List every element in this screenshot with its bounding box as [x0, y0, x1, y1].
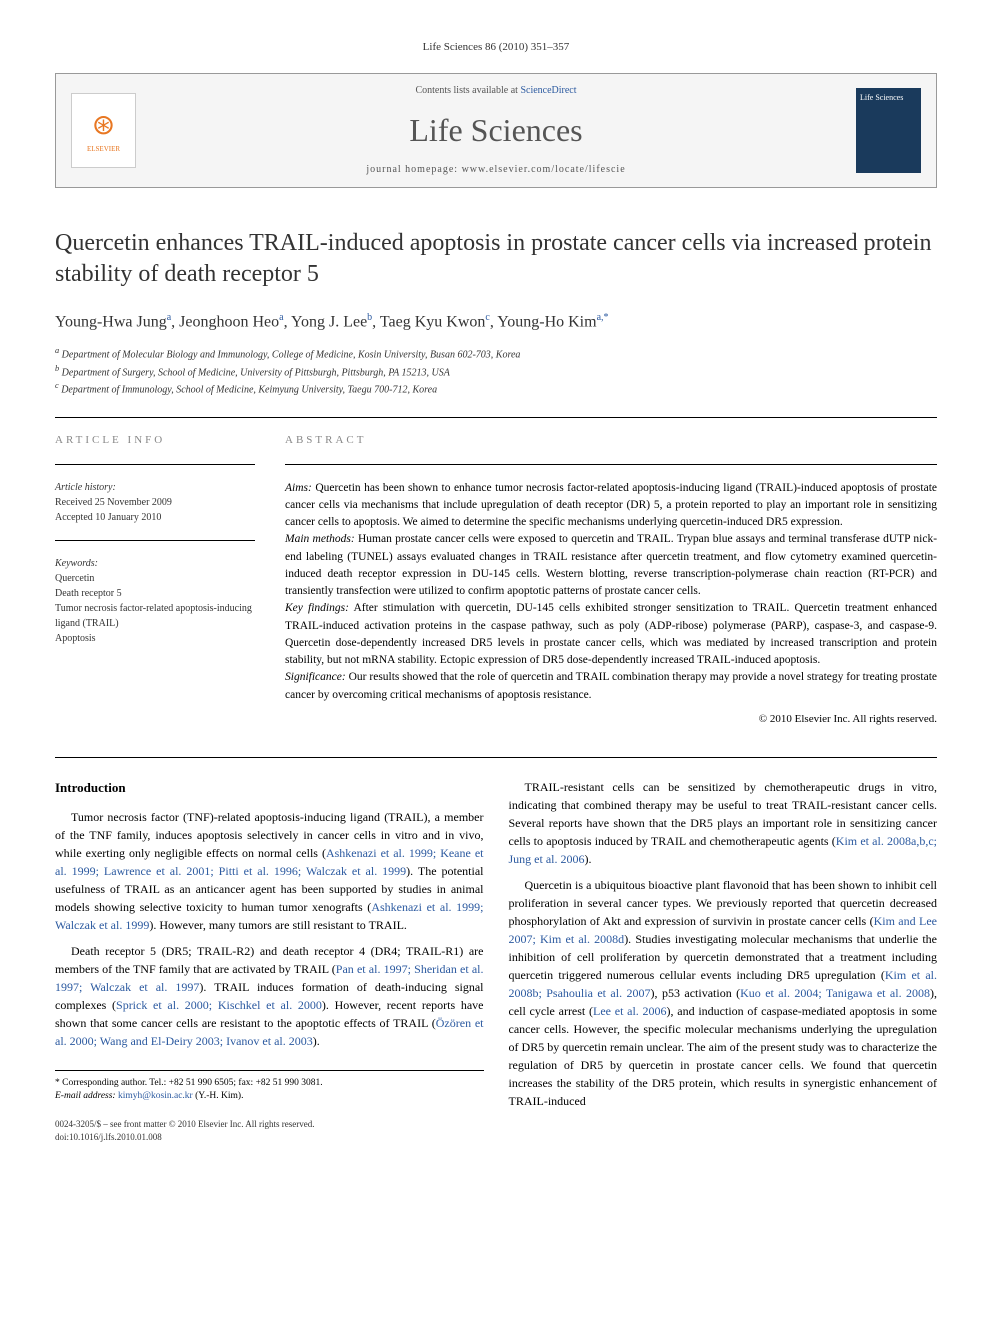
para-text: ), p53 activation ( [651, 986, 741, 1000]
divider-bottom [55, 757, 937, 758]
homepage-label: journal homepage: [366, 164, 458, 175]
intro-paragraph-4: Quercetin is a ubiquitous bioactive plan… [509, 876, 938, 1110]
body-column-right: TRAIL-resistant cells can be sensitized … [509, 778, 938, 1143]
affil-text: Department of Surgery, School of Medicin… [62, 367, 450, 378]
keywords-block: Keywords: Quercetin Death receptor 5 Tum… [55, 556, 255, 646]
methods-label: Main methods: [285, 533, 355, 545]
author-name: Young-Ho Kim [497, 313, 596, 330]
findings-label: Key findings: [285, 602, 349, 614]
info-divider-2 [55, 540, 255, 541]
findings-text: After stimulation with quercetin, DU-145… [285, 602, 937, 666]
citation-link[interactable]: Lee et al. 2006 [593, 1004, 667, 1018]
author-name: Jeonghoon Heo [179, 313, 279, 330]
contents-text: Contents lists available at [415, 85, 517, 96]
article-history: Article history: Received 25 November 20… [55, 480, 255, 525]
homepage-url[interactable]: www.elsevier.com/locate/lifescie [462, 164, 626, 175]
keyword: Quercetin [55, 571, 255, 586]
affiliations: a Department of Molecular Biology and Im… [55, 345, 937, 397]
author-list: Young-Hwa Junga, Jeonghoon Heoa, Yong J.… [55, 311, 937, 334]
keyword: Death receptor 5 [55, 586, 255, 601]
affil-marker: a [55, 346, 59, 355]
abstract-divider [285, 464, 937, 465]
intro-paragraph-3: TRAIL-resistant cells can be sensitized … [509, 778, 938, 868]
corr-star: * [55, 1078, 60, 1088]
author-affil-marker: a [167, 312, 171, 323]
cover-text: Life Sciences [860, 92, 903, 103]
sciencedirect-link[interactable]: ScienceDirect [520, 85, 576, 96]
contents-available: Contents lists available at ScienceDirec… [136, 84, 856, 98]
affil-text: Department of Molecular Biology and Immu… [62, 350, 521, 361]
author-affil-marker: b [367, 312, 372, 323]
divider-top [55, 417, 937, 418]
author-name: Taeg Kyu Kwon [380, 313, 486, 330]
abstract-label: ABSTRACT [285, 433, 937, 448]
journal-header-box: ⊛ ELSEVIER Contents lists available at S… [55, 73, 937, 188]
para-text: ). [313, 1034, 320, 1048]
affil-marker: b [55, 364, 59, 373]
aims-label: Aims: [285, 482, 312, 494]
significance-text: Our results showed that the role of quer… [285, 671, 937, 700]
abstract-column: ABSTRACT Aims: Quercetin has been shown … [285, 433, 937, 727]
footer-doi: doi:10.1016/j.lfs.2010.01.008 [55, 1131, 484, 1144]
author-affil-marker: c [485, 312, 489, 323]
para-text: ). However, many tumors are still resist… [149, 918, 407, 932]
journal-cover-thumbnail: Life Sciences [856, 88, 921, 173]
aims-text: Quercetin has been shown to enhance tumo… [285, 482, 937, 529]
citation-link[interactable]: Kuo et al. 2004; Tanigawa et al. 2008 [740, 986, 930, 1000]
article-title: Quercetin enhances TRAIL-induced apoptos… [55, 228, 937, 290]
history-accepted: Accepted 10 January 2010 [55, 510, 255, 525]
corresponding-note: * Corresponding author. Tel.: +82 51 990… [55, 1070, 484, 1104]
author-affil-marker: a,* [597, 312, 609, 323]
elsevier-tree-icon: ⊛ [92, 106, 115, 145]
info-divider [55, 464, 255, 465]
history-received: Received 25 November 2009 [55, 495, 255, 510]
history-heading: Article history: [55, 480, 255, 495]
affil-text: Department of Immunology, School of Medi… [61, 384, 437, 395]
email-link[interactable]: kimyh@kosin.ac.kr [118, 1091, 193, 1101]
footer-copyright: 0024-3205/$ – see front matter © 2010 El… [55, 1118, 484, 1131]
author-name: Young-Hwa Jung [55, 313, 167, 330]
citation-link[interactable]: Sprick et al. 2000; Kischkel et al. 2000 [116, 998, 322, 1012]
header-citation: Life Sciences 86 (2010) 351–357 [55, 40, 937, 55]
para-text: ). [585, 852, 592, 866]
article-info-label: ARTICLE INFO [55, 433, 255, 448]
introduction-heading: Introduction [55, 778, 484, 798]
journal-title: Life Sciences [136, 108, 856, 153]
keywords-heading: Keywords: [55, 556, 255, 571]
author-affil-marker: a [279, 312, 283, 323]
article-info-column: ARTICLE INFO Article history: Received 2… [55, 433, 255, 727]
methods-text: Human prostate cancer cells were exposed… [285, 533, 937, 597]
intro-paragraph-1: Tumor necrosis factor (TNF)-related apop… [55, 808, 484, 934]
copyright: © 2010 Elsevier Inc. All rights reserved… [285, 712, 937, 727]
email-label: E-mail address: [55, 1091, 116, 1101]
affil-marker: c [55, 381, 59, 390]
elsevier-text: ELSEVIER [87, 145, 120, 155]
intro-paragraph-2: Death receptor 5 (DR5; TRAIL-R2) and dea… [55, 942, 484, 1050]
author-name: Yong J. Lee [291, 313, 367, 330]
elsevier-logo: ⊛ ELSEVIER [71, 93, 136, 168]
corr-label: Corresponding author. Tel.: +82 51 990 6… [62, 1078, 323, 1088]
significance-label: Significance: [285, 671, 346, 683]
body-column-left: Introduction Tumor necrosis factor (TNF)… [55, 778, 484, 1143]
abstract-text: Aims: Quercetin has been shown to enhanc… [285, 480, 937, 704]
journal-homepage: journal homepage: www.elsevier.com/locat… [136, 163, 856, 177]
email-suffix: (Y.-H. Kim). [195, 1091, 243, 1101]
para-text: ), and induction of caspase-mediated apo… [509, 1004, 938, 1108]
footer-info: 0024-3205/$ – see front matter © 2010 El… [55, 1118, 484, 1143]
keyword: Apoptosis [55, 631, 255, 646]
keyword: Tumor necrosis factor-related apoptosis-… [55, 601, 255, 631]
